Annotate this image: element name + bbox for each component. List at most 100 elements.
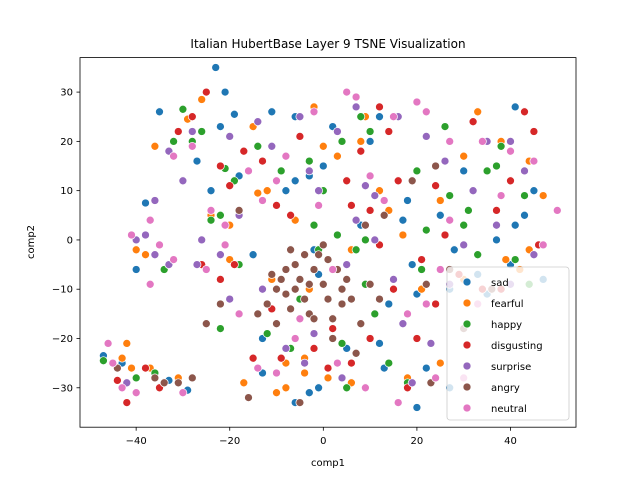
point-disgusting-8 bbox=[216, 161, 225, 171]
point-neutral-18 bbox=[290, 334, 300, 343]
point-sad-54 bbox=[384, 299, 394, 309]
point-angry-46 bbox=[234, 206, 244, 215]
point-angry-23 bbox=[304, 279, 314, 289]
point-happy-5 bbox=[197, 127, 207, 136]
point-sad-49 bbox=[206, 186, 216, 196]
point-sad-25 bbox=[398, 215, 408, 225]
point-disgusting-13 bbox=[295, 132, 305, 141]
point-happy-24 bbox=[384, 358, 394, 368]
point-fearful-18 bbox=[318, 141, 328, 151]
point-happy-11 bbox=[262, 329, 272, 338]
point-happy-16 bbox=[337, 339, 347, 348]
point-fearful-8 bbox=[197, 95, 207, 104]
point-surprise-9 bbox=[192, 260, 202, 269]
point-surprise-25 bbox=[398, 319, 408, 329]
point-neutral-17 bbox=[272, 368, 281, 378]
point-disgusting-37 bbox=[431, 181, 440, 191]
x-tick-label-40: 40 bbox=[504, 436, 517, 447]
legend-marker-surprise bbox=[462, 361, 472, 371]
y-axis-ticks: −30 −20 −10 0 10 20 30 bbox=[52, 88, 80, 394]
point-surprise-36 bbox=[492, 220, 501, 230]
point-neutral-39 bbox=[431, 373, 440, 383]
point-sad-4 bbox=[141, 198, 150, 208]
point-angry-16 bbox=[323, 294, 333, 304]
point-neutral-16 bbox=[253, 363, 263, 373]
point-disgusting-42 bbox=[276, 353, 286, 363]
legend-box bbox=[446, 266, 570, 421]
point-neutral-27 bbox=[403, 309, 412, 319]
point-angry-37 bbox=[361, 220, 370, 230]
series-happy bbox=[99, 104, 534, 393]
point-angry-26 bbox=[290, 284, 300, 294]
point-happy-49 bbox=[370, 309, 380, 319]
point-happy-41 bbox=[361, 235, 370, 245]
legend-label-happy: happy bbox=[491, 320, 522, 331]
point-neutral-15 bbox=[272, 176, 281, 186]
point-sad-13 bbox=[290, 176, 300, 186]
legend-marker-angry bbox=[462, 382, 472, 392]
point-neutral-47 bbox=[169, 255, 178, 264]
point-happy-33 bbox=[496, 141, 506, 151]
legend-marker-neutral bbox=[462, 403, 472, 413]
point-surprise-32 bbox=[506, 137, 515, 146]
point-surprise-22 bbox=[351, 215, 361, 225]
plot-area-frame bbox=[79, 57, 577, 428]
point-fearful-42 bbox=[239, 378, 249, 388]
legend-label-fearful: fearful bbox=[491, 299, 524, 310]
point-angry-18 bbox=[314, 250, 323, 260]
point-sad-38 bbox=[520, 210, 529, 220]
point-happy-21 bbox=[333, 230, 342, 240]
point-happy-29 bbox=[464, 206, 473, 215]
point-angry-36 bbox=[375, 294, 384, 304]
point-sad-33 bbox=[435, 210, 445, 220]
point-disgusting-40 bbox=[365, 334, 375, 343]
point-angry-43 bbox=[351, 348, 361, 358]
point-neutral-20 bbox=[314, 201, 323, 210]
point-sad-8 bbox=[220, 87, 230, 97]
point-neutral-45 bbox=[234, 309, 244, 319]
point-fearful-15 bbox=[272, 388, 281, 398]
point-happy-43 bbox=[206, 215, 216, 225]
point-surprise-40 bbox=[370, 235, 380, 245]
point-surprise-15 bbox=[295, 112, 305, 122]
point-neutral-44 bbox=[295, 314, 305, 324]
point-happy-31 bbox=[459, 220, 469, 230]
point-fearful-26 bbox=[398, 230, 408, 240]
point-surprise-24 bbox=[389, 275, 398, 284]
point-fearful-4 bbox=[141, 250, 150, 260]
point-angry-30 bbox=[347, 294, 356, 304]
point-angry-50 bbox=[309, 314, 319, 324]
point-surprise-17 bbox=[309, 329, 319, 338]
point-fearful-36 bbox=[538, 191, 548, 200]
point-neutral-25 bbox=[412, 97, 422, 107]
x-axis-label: comp1 bbox=[311, 458, 345, 469]
point-disgusting-25 bbox=[412, 334, 422, 343]
chart-title: Italian HubertBase Layer 9 TSNE Visualiz… bbox=[190, 37, 465, 51]
point-sad-32 bbox=[421, 363, 431, 373]
point-angry-29 bbox=[300, 250, 309, 260]
legend-marker-happy bbox=[462, 319, 472, 329]
point-disgusting-14 bbox=[309, 344, 319, 353]
point-happy-1 bbox=[131, 373, 141, 383]
legend-marker-sad bbox=[462, 277, 472, 287]
point-neutral-43 bbox=[328, 265, 338, 274]
point-disgusting-33 bbox=[520, 107, 529, 117]
point-fearful-5 bbox=[131, 245, 141, 255]
point-fearful-2 bbox=[122, 339, 132, 348]
point-sad-9 bbox=[230, 109, 239, 119]
point-neutral-28 bbox=[421, 299, 431, 309]
y-tick-label-0: 0 bbox=[67, 235, 73, 246]
point-fearful-32 bbox=[501, 255, 511, 264]
point-disgusting-49 bbox=[342, 176, 352, 186]
point-neutral-51 bbox=[365, 171, 375, 181]
point-sad-34 bbox=[449, 245, 459, 255]
point-disgusting-19 bbox=[384, 127, 394, 136]
point-neutral-19 bbox=[309, 107, 319, 117]
point-fearful-1 bbox=[127, 363, 136, 373]
point-surprise-47 bbox=[150, 196, 160, 205]
point-fearful-13 bbox=[253, 188, 263, 198]
point-disgusting-15 bbox=[323, 363, 333, 373]
point-angry-34 bbox=[328, 334, 338, 343]
point-neutral-14 bbox=[258, 196, 267, 205]
point-surprise-2 bbox=[141, 230, 150, 240]
